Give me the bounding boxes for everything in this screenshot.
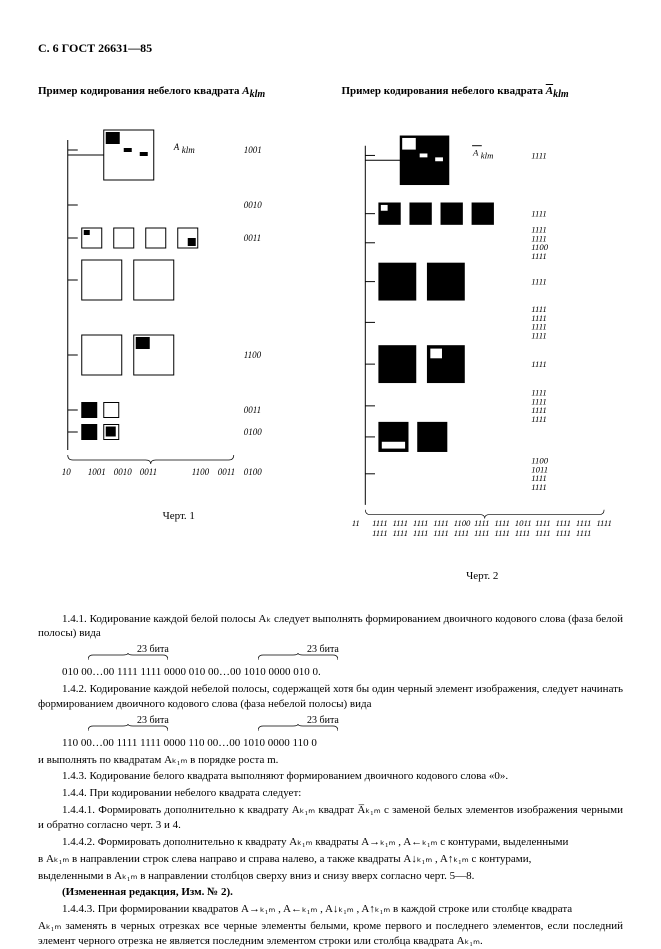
diagram-left-caption: Черт. 1 bbox=[38, 509, 320, 524]
svg-text:1111: 1111 bbox=[514, 528, 530, 538]
svg-text:0011: 0011 bbox=[244, 233, 261, 243]
svg-text:1111: 1111 bbox=[531, 359, 547, 369]
svg-text:A: A bbox=[472, 147, 479, 157]
svg-text:0100: 0100 bbox=[244, 467, 263, 477]
body-text: 1.4.1. Кодирование каждой белой полосы A… bbox=[38, 612, 623, 949]
svg-text:1111: 1111 bbox=[474, 528, 490, 538]
diagrams-row: Пример кодирования небелого квадрата Akl… bbox=[38, 84, 623, 583]
p-1-4-4-1: 1.4.4.1. Формировать дополнительно к ква… bbox=[38, 803, 623, 833]
svg-text:1111: 1111 bbox=[494, 518, 510, 528]
svg-text:A: A bbox=[173, 142, 180, 152]
svg-text:1001: 1001 bbox=[88, 467, 106, 477]
svg-text:1111: 1111 bbox=[555, 518, 571, 528]
svg-text:1111: 1111 bbox=[531, 208, 547, 218]
svg-text:1111: 1111 bbox=[433, 528, 449, 538]
diagram-right-title: Пример кодирования небелого квадрата Akl… bbox=[342, 84, 624, 102]
svg-text:1111: 1111 bbox=[392, 528, 408, 538]
svg-text:1111: 1111 bbox=[596, 518, 612, 528]
svg-text:0010: 0010 bbox=[114, 467, 133, 477]
p-1-4-4-2a: 1.4.4.2. Формировать дополнительно к ква… bbox=[38, 835, 623, 850]
diagram-left-svg: Aklm 1001 0010 0011 1100 0011 0100 10 1001 0010 00… bbox=[38, 110, 320, 500]
svg-text:1111: 1111 bbox=[433, 518, 449, 528]
svg-text:1011: 1011 bbox=[514, 518, 531, 528]
svg-text:1111: 1111 bbox=[412, 528, 428, 538]
svg-text:klm: klm bbox=[480, 150, 493, 160]
svg-text:1111: 1111 bbox=[555, 528, 571, 538]
brace-svg-row-2 bbox=[38, 724, 623, 734]
svg-text:1111: 1111 bbox=[575, 528, 591, 538]
diagram-right: Пример кодирования небелого квадрата Akl… bbox=[342, 84, 624, 583]
svg-text:1111: 1111 bbox=[474, 518, 490, 528]
svg-text:1111: 1111 bbox=[531, 414, 547, 424]
brace-svg-row-1 bbox=[38, 653, 623, 663]
p-1-4-2: 1.4.2. Кодирование каждой небелой полосы… bbox=[38, 682, 623, 712]
diag-right-title-text: Пример кодирования небелого квадрата bbox=[342, 85, 546, 97]
svg-text:1001: 1001 bbox=[244, 145, 262, 155]
svg-text:0100: 0100 bbox=[244, 427, 263, 437]
brace-row-2: 23 бита 23 бита bbox=[38, 714, 623, 724]
p-amendment: (Измененная редакция, Изм. № 2). bbox=[38, 885, 623, 900]
svg-text:1111: 1111 bbox=[372, 528, 388, 538]
svg-text:1111: 1111 bbox=[535, 518, 551, 528]
svg-text:1100: 1100 bbox=[192, 467, 210, 477]
svg-text:1111: 1111 bbox=[531, 276, 547, 286]
diag-right-symbol: A bbox=[546, 85, 553, 97]
diag-left-title-text: Пример кодирования небелого квадрата bbox=[38, 85, 242, 97]
p-1-4-4-2b: в Aₖ₁ₘ в направлении строк слева направо… bbox=[38, 852, 623, 867]
svg-text:1100: 1100 bbox=[244, 350, 262, 360]
diagram-left: Пример кодирования небелого квадрата Akl… bbox=[38, 84, 320, 583]
p-1-4-4-3b: Aₖ₁ₘ заменять в черных отрезках все черн… bbox=[38, 919, 623, 949]
code-line-1: 010 00…00 1111 1111 0000 010 00…00 1010 … bbox=[38, 665, 623, 680]
svg-text:1111: 1111 bbox=[531, 150, 547, 160]
page-header: С. 6 ГОСТ 26631—85 bbox=[38, 40, 623, 56]
svg-text:1111: 1111 bbox=[531, 330, 547, 340]
diag-right-subscript: klm bbox=[553, 89, 569, 100]
diag-left-symbol: A bbox=[242, 85, 249, 97]
p-1-4-4-3a: 1.4.4.3. При формировании квадратов A→ₖ₁… bbox=[38, 902, 623, 917]
svg-text:0011: 0011 bbox=[140, 467, 157, 477]
p-1-4-3: 1.4.3. Кодирование белого квадрата выпол… bbox=[38, 769, 623, 784]
svg-text:klm: klm bbox=[182, 145, 195, 155]
diagram-left-title: Пример кодирования небелого квадрата Akl… bbox=[38, 84, 320, 102]
p-1-4-2-tail: и выполнять по квадратам Aₖ₁ₘ в порядке … bbox=[38, 753, 623, 768]
svg-text:10: 10 bbox=[62, 467, 72, 477]
svg-text:1111: 1111 bbox=[453, 528, 469, 538]
diagram-right-svg: Aklm111111111111111111001111111111111111… bbox=[342, 110, 624, 560]
svg-text:11: 11 bbox=[351, 518, 359, 528]
brace-row-1: 23 бита 23 бита bbox=[38, 643, 623, 653]
svg-text:1111: 1111 bbox=[372, 518, 388, 528]
svg-text:0011: 0011 bbox=[218, 467, 235, 477]
code-line-2: 110 00…00 1111 1111 0000 110 00…00 1010 … bbox=[38, 736, 623, 751]
svg-text:1111: 1111 bbox=[535, 528, 551, 538]
p-1-4-4: 1.4.4. При кодировании небелого квадрата… bbox=[38, 786, 623, 801]
svg-text:1100: 1100 bbox=[453, 518, 470, 528]
svg-text:1111: 1111 bbox=[412, 518, 428, 528]
diag-left-subscript: klm bbox=[250, 89, 266, 100]
svg-text:1111: 1111 bbox=[494, 528, 510, 538]
svg-text:1111: 1111 bbox=[575, 518, 591, 528]
svg-text:0011: 0011 bbox=[244, 405, 261, 415]
p-1-4-1: 1.4.1. Кодирование каждой белой полосы A… bbox=[38, 612, 623, 642]
svg-text:1111: 1111 bbox=[392, 518, 408, 528]
svg-text:1111: 1111 bbox=[531, 482, 547, 492]
svg-text:1111: 1111 bbox=[531, 251, 547, 261]
diagram-right-caption: Черт. 2 bbox=[342, 569, 624, 584]
svg-text:0010: 0010 bbox=[244, 200, 263, 210]
p-1-4-4-2c: выделенными в Aₖ₁ₘ в направлении столбцо… bbox=[38, 869, 623, 884]
